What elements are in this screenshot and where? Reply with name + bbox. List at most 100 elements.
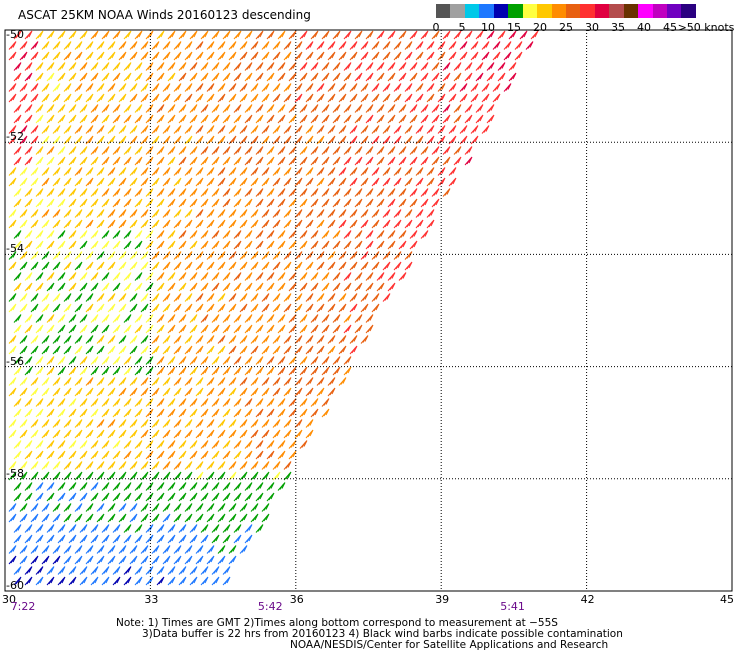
wind-barb xyxy=(371,93,380,103)
wind-barb xyxy=(140,303,149,313)
wind-barb xyxy=(371,125,380,134)
wind-barb xyxy=(420,230,429,239)
wind-barb xyxy=(167,314,176,323)
wind-barb xyxy=(316,303,325,313)
wind-barb xyxy=(266,72,275,82)
wind-barb xyxy=(57,272,66,281)
wind-barb xyxy=(354,272,363,281)
wind-barb xyxy=(255,492,264,502)
wind-barb xyxy=(8,167,17,176)
wind-barb xyxy=(156,282,165,292)
wind-barb xyxy=(79,408,88,418)
wind-barb xyxy=(338,135,347,145)
wind-barb xyxy=(13,408,22,418)
wind-barb xyxy=(387,272,396,281)
wind-barb xyxy=(222,272,231,281)
wind-barb xyxy=(321,104,330,113)
wind-barb xyxy=(299,314,308,323)
wind-barb xyxy=(283,219,292,229)
wind-barb xyxy=(41,177,50,187)
wind-barb xyxy=(151,335,160,344)
lat-lon-grid xyxy=(5,30,732,591)
wind-barb xyxy=(228,219,237,229)
wind-barb xyxy=(162,345,171,355)
wind-barb xyxy=(46,146,55,155)
wind-barb xyxy=(96,167,105,176)
wind-barb xyxy=(475,30,484,40)
wind-barb xyxy=(222,198,231,208)
wind-barb xyxy=(167,146,176,155)
wind-barb xyxy=(118,513,127,523)
wind-barb xyxy=(19,471,28,481)
wind-barb xyxy=(228,377,237,386)
wind-barb xyxy=(74,93,83,103)
wind-barb xyxy=(63,303,72,313)
wind-barb xyxy=(371,209,380,218)
wind-barb xyxy=(24,30,33,40)
pass-time-label: 7:22 xyxy=(10,600,36,613)
legend-swatch xyxy=(565,4,581,18)
wind-barb xyxy=(288,146,297,155)
wind-barb xyxy=(140,167,149,176)
wind-barb xyxy=(162,167,171,176)
wind-barb xyxy=(349,135,358,145)
wind-barb xyxy=(140,471,149,481)
latitude-label: -54 xyxy=(6,242,24,256)
wind-barb xyxy=(107,83,116,92)
wind-barb xyxy=(508,30,517,40)
wind-barb xyxy=(206,93,215,103)
wind-barb xyxy=(123,72,132,82)
wind-barb xyxy=(244,104,253,113)
wind-barb xyxy=(30,387,39,397)
wind-barb xyxy=(90,576,99,586)
wind-barb xyxy=(123,104,132,113)
wind-barb xyxy=(343,188,352,197)
wind-barb xyxy=(68,356,77,365)
wind-barb xyxy=(470,83,479,92)
wind-barb xyxy=(134,324,143,334)
wind-barb xyxy=(189,198,198,208)
wind-barb xyxy=(85,135,94,145)
wind-barb xyxy=(57,324,66,334)
wind-barb xyxy=(398,240,407,250)
wind-barb xyxy=(184,503,193,512)
wind-barb xyxy=(68,198,77,208)
wind-barb xyxy=(343,356,352,365)
wind-barb xyxy=(184,41,193,50)
wind-barb xyxy=(68,282,77,292)
wind-barb xyxy=(123,62,132,71)
wind-barb xyxy=(35,450,44,460)
wind-barb xyxy=(255,524,264,533)
wind-barb xyxy=(162,135,171,145)
wind-barb xyxy=(52,293,61,302)
wind-barb xyxy=(222,188,231,197)
wind-barb xyxy=(288,114,297,124)
wind-barb xyxy=(145,492,154,502)
wind-barb xyxy=(376,114,385,124)
wind-barb xyxy=(393,51,402,61)
longitude-label: 33 xyxy=(144,593,159,606)
wind-barb xyxy=(118,345,127,355)
wind-barb xyxy=(68,324,77,334)
wind-barb xyxy=(134,230,143,239)
wind-barb xyxy=(140,335,149,344)
wind-barb xyxy=(74,41,83,50)
wind-barb xyxy=(167,198,176,208)
wind-barb xyxy=(30,51,39,61)
wind-barb xyxy=(486,30,495,40)
wind-barb xyxy=(96,51,105,61)
wind-barb xyxy=(57,282,66,292)
wind-barb xyxy=(189,230,198,239)
wind-barb xyxy=(222,524,231,533)
legend-color-bar xyxy=(436,4,696,18)
wind-barb xyxy=(79,450,88,460)
wind-barb xyxy=(35,366,44,376)
wind-barb xyxy=(261,219,270,229)
wind-barb xyxy=(74,83,83,92)
wind-barb xyxy=(470,41,479,50)
wind-barb xyxy=(239,545,248,554)
wind-barb xyxy=(261,345,270,355)
wind-barb xyxy=(46,398,55,407)
legend-swatch xyxy=(594,4,610,18)
wind-barb xyxy=(74,377,83,386)
